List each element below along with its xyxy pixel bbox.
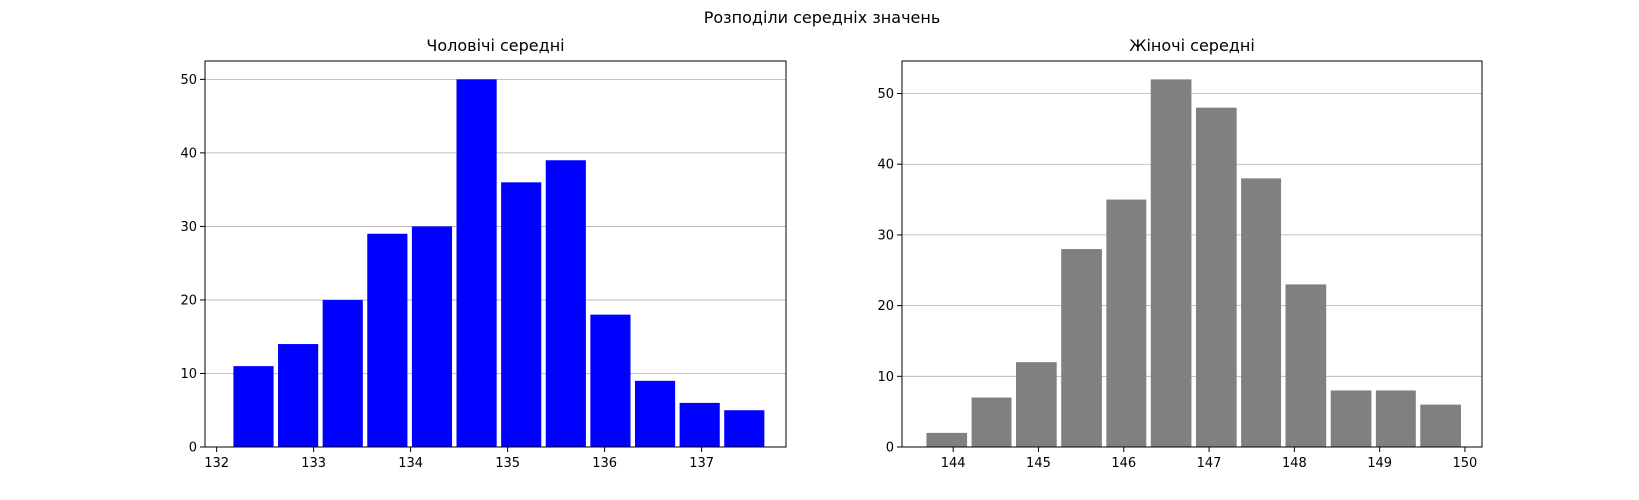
chart-0-bar-9 <box>634 380 676 447</box>
chart-0-ytick-label-1: 10 <box>180 367 197 382</box>
chart-0-bar-11 <box>724 410 765 447</box>
chart-1-xtick-label-3: 147 <box>1197 456 1222 471</box>
chart-0-title: Чоловічі середні <box>426 36 564 55</box>
chart-0-bar-0 <box>233 366 274 447</box>
chart-1-ytick-label-2: 20 <box>877 299 894 314</box>
chart-1-xtick-label-2: 146 <box>1111 456 1136 471</box>
chart-0-xtick-label-2: 134 <box>398 456 423 471</box>
chart-0-xtick-label-1: 133 <box>301 456 326 471</box>
chart-1-bar-9 <box>1330 390 1372 447</box>
chart-1-xtick-label-0: 144 <box>941 456 966 471</box>
chart-0-ytick-label-3: 30 <box>180 220 197 235</box>
chart-1-ytick-label-0: 0 <box>886 441 894 456</box>
chart-1-xtick-label-6: 150 <box>1453 456 1478 471</box>
chart-1-ytick-label-3: 30 <box>877 228 894 243</box>
chart-1-bar-7 <box>1241 178 1282 447</box>
chart-0-bar-5 <box>456 79 497 447</box>
chart-1-xtick-label-5: 149 <box>1367 456 1392 471</box>
chart-1-bar-11 <box>1420 404 1461 447</box>
chart-1-xtick-label-1: 145 <box>1026 456 1051 471</box>
chart-0-bar-7 <box>545 160 586 447</box>
chart-1-bar-8 <box>1285 284 1327 447</box>
chart-0-bar-1 <box>278 344 319 447</box>
chart-0-ytick-label-2: 20 <box>180 293 197 308</box>
chart-1-bar-1 <box>971 397 1012 447</box>
chart-0-bar-8 <box>590 314 631 447</box>
chart-1-ytick-label-5: 50 <box>877 87 894 102</box>
chart-male-means: Чоловічі середні 0 10 20 30 40 50 132 133 134 135 1… <box>180 36 787 471</box>
chart-1-ytick-label-4: 40 <box>877 158 894 173</box>
chart-0-xtick-label-3: 135 <box>495 456 520 471</box>
chart-1-bar-4 <box>1106 199 1147 447</box>
chart-1-bar-0 <box>926 432 968 447</box>
chart-0-bar-3 <box>367 233 408 447</box>
chart-1-title: Жіночі середні <box>1129 36 1255 55</box>
chart-female-means: Жіночі середні 0 10 20 30 40 50 144 145 146 147 148… <box>877 36 1483 471</box>
chart-0-frame <box>204 60 787 448</box>
chart-0-ytick-label-4: 40 <box>180 146 197 161</box>
chart-1-bar-3 <box>1061 249 1102 447</box>
chart-0-ytick-label-5: 50 <box>180 73 197 88</box>
chart-1-bar-2 <box>1015 362 1057 447</box>
chart-0-bar-10 <box>679 402 720 447</box>
chart-0-bar-6 <box>501 182 542 448</box>
chart-1-ytick-label-1: 10 <box>877 370 894 385</box>
chart-0-xtick-label-0: 132 <box>204 456 229 471</box>
chart-1-frame <box>901 60 1483 448</box>
chart-0-xtick-label-4: 136 <box>592 456 617 471</box>
chart-0-bar-4 <box>411 226 453 447</box>
chart-1-bar-6 <box>1195 107 1237 448</box>
chart-1-bar-5 <box>1150 79 1192 447</box>
figure-suptitle: Розподіли середніх значень <box>704 8 941 27</box>
chart-0-xtick-label-5: 137 <box>689 456 714 471</box>
chart-0-ytick-label-0: 0 <box>189 441 197 456</box>
chart-0-bar-2 <box>322 299 363 447</box>
chart-1-bar-10 <box>1375 390 1416 447</box>
chart-1-xtick-label-4: 148 <box>1282 456 1307 471</box>
